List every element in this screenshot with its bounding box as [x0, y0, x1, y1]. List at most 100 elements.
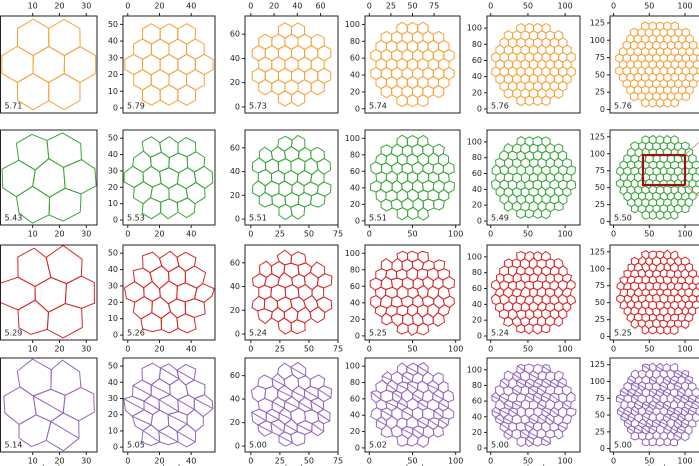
mesh-cell — [46, 303, 83, 339]
mesh-edge — [542, 365, 552, 373]
mesh-cell — [316, 273, 333, 289]
mesh-cell — [565, 165, 576, 176]
x-tick-label: 25 — [386, 2, 396, 11]
x-tick-label: 100 — [677, 345, 692, 354]
mesh-cell — [417, 206, 430, 221]
mesh-edge — [669, 414, 679, 420]
mesh-edge — [655, 402, 664, 408]
mesh-edge — [177, 399, 195, 410]
mesh-cell — [691, 300, 699, 310]
mesh-edge — [641, 414, 650, 420]
mesh-cell — [132, 150, 152, 173]
y-tick-label: 20 — [472, 316, 482, 325]
mesh-cell — [666, 257, 676, 267]
x-tick-label: 100 — [677, 457, 692, 466]
mesh-cell — [375, 379, 388, 394]
mesh-edge — [681, 372, 689, 377]
mesh-edge — [397, 383, 408, 390]
axes-frame — [609, 357, 699, 453]
mesh-edge — [385, 401, 398, 408]
mesh-cell — [421, 295, 435, 308]
score-label: 5.50 — [614, 214, 632, 223]
mesh-edge — [491, 409, 501, 415]
y-tick-label: 50 — [595, 411, 605, 420]
mesh-edge — [503, 417, 513, 423]
score-label: 5.51 — [369, 214, 387, 223]
panel: 0 25 50 75 0 20 40 60 5.51 — [230, 129, 343, 239]
mesh-edge — [499, 395, 509, 401]
mesh-edge — [550, 381, 559, 387]
mesh-edge — [511, 387, 521, 395]
axes-frame — [0, 15, 98, 114]
x-axis-label: x(μm) — [522, 464, 546, 466]
score-label: 5.51 — [249, 214, 267, 223]
panel: 0 25 50 75 0 20 40 60 5.24 — [230, 244, 343, 354]
mesh-cell — [442, 407, 455, 420]
mesh-cell — [159, 84, 179, 106]
mesh-cell — [16, 358, 52, 397]
y-tick-label: 0 — [113, 216, 118, 225]
mesh-cell — [396, 381, 409, 394]
y-tick-label: 0 — [600, 332, 605, 341]
mesh-cell — [15, 133, 50, 171]
mesh-edge — [684, 402, 693, 408]
y-tick-label: 60 — [230, 30, 240, 39]
mesh — [616, 249, 699, 336]
mesh-cell — [507, 308, 518, 321]
mesh-edge — [296, 423, 312, 433]
mesh-edge — [194, 398, 214, 410]
x-tick-label: 40 — [292, 2, 302, 11]
mesh-edge — [680, 421, 689, 426]
mesh-cell — [443, 66, 455, 81]
mesh-edge — [167, 414, 188, 425]
mesh-edge — [670, 427, 678, 433]
mesh-cell — [48, 18, 81, 57]
y-tick-label: 20 — [350, 200, 360, 209]
mesh-edge — [176, 431, 196, 443]
y-tick-label: 125 — [590, 132, 605, 141]
mesh-edge — [277, 389, 293, 398]
panel: 0 20 40 0 10 20 30 40 50 5.79 — [108, 2, 216, 114]
mesh-cell — [184, 265, 207, 289]
panel: 10 20 30 5.43 — [0, 129, 98, 239]
x-tick-label: 0 — [248, 230, 253, 239]
mesh-edge — [417, 419, 428, 427]
mesh-edge — [270, 422, 285, 433]
mesh-edge — [681, 408, 689, 414]
x-tick-label: 20 — [154, 230, 164, 239]
mesh-cell — [630, 418, 640, 428]
y-tick-label: 20 — [350, 315, 360, 324]
mesh-edge — [677, 427, 686, 433]
x-tick-label: 20 — [54, 2, 64, 11]
mesh — [3, 358, 95, 452]
mesh-edge — [627, 415, 635, 420]
mesh-cell — [316, 157, 332, 175]
mesh — [251, 249, 333, 335]
y-tick-label: 0 — [477, 217, 482, 226]
mesh-cell — [263, 273, 280, 289]
y-tick-label: 60 — [230, 371, 240, 380]
mesh-edge — [645, 408, 653, 414]
mesh-cell — [416, 304, 429, 318]
score-label: 5.73 — [249, 102, 267, 111]
axes-frame — [122, 129, 216, 226]
mesh-edge — [550, 394, 560, 402]
mesh-cell — [298, 396, 313, 413]
y-tick-label: 0 — [235, 215, 240, 224]
mesh-edge — [545, 416, 555, 423]
mesh-cell — [443, 180, 456, 194]
mesh-cell — [540, 208, 552, 220]
mesh — [1, 18, 97, 111]
y-tick-label: 20 — [108, 298, 118, 307]
x-tick-label: 10 — [28, 345, 38, 354]
mesh-edge — [417, 401, 428, 409]
mesh-cell — [17, 299, 50, 335]
mesh-cell — [502, 286, 514, 299]
mesh-cell — [1, 45, 34, 84]
mesh-edge — [432, 393, 444, 400]
x-tick-label: 50 — [523, 2, 533, 11]
mesh-edge — [123, 398, 145, 411]
x-tick-label: 60 — [315, 2, 325, 11]
score-label: 5.00 — [614, 441, 632, 450]
mesh-cell — [561, 186, 572, 197]
